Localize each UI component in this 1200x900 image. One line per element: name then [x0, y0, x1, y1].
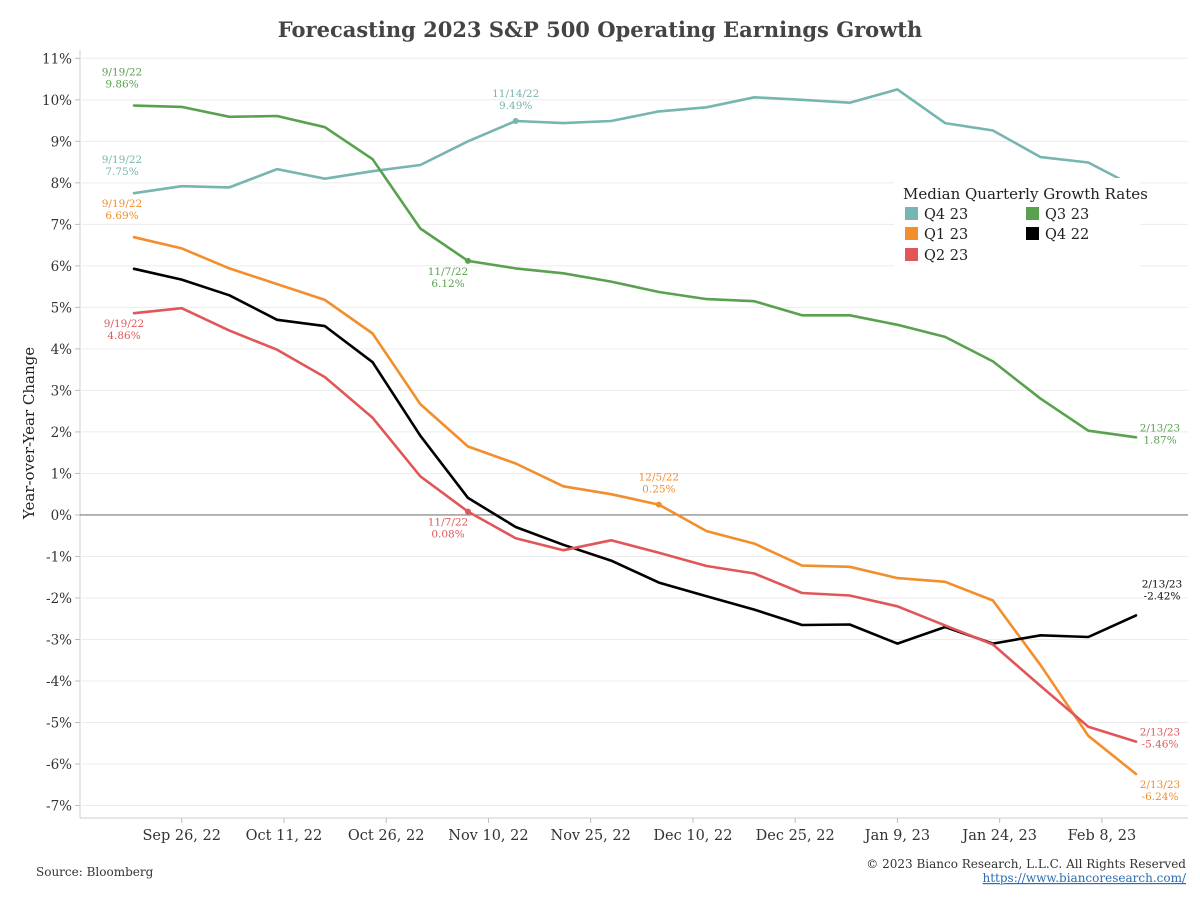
x-tick-label: Dec 10, 22 — [653, 828, 732, 844]
y-tick-label: 6% — [51, 259, 73, 275]
x-tick-label: Oct 11, 22 — [246, 828, 323, 844]
legend-label: Q4 23 — [924, 207, 968, 223]
x-tick-label: Nov 25, 22 — [551, 828, 631, 844]
annotations: 9/19/229.86%9/19/227.75%9/19/226.69%9/19… — [102, 67, 1182, 803]
y-tick-label: 1% — [51, 466, 73, 482]
legend-swatch-q1-23 — [905, 227, 918, 240]
legend-title: Median Quarterly Growth Rates — [903, 185, 1148, 203]
annotation-value: 7.75% — [105, 166, 138, 178]
chart-title: Forecasting 2023 S&P 500 Operating Earni… — [278, 17, 923, 42]
annotation-value: 6.69% — [105, 210, 138, 222]
y-tick-label: -6% — [46, 757, 72, 773]
y-tick-label: -3% — [46, 632, 72, 648]
legend-swatch-q4-23 — [905, 207, 918, 220]
x-tick-label: Oct 26, 22 — [348, 828, 425, 844]
annotation-value: 4.86% — [107, 330, 140, 342]
y-axis-label: Year-over-Year Change — [20, 347, 38, 520]
legend-swatch-q3-23 — [1026, 207, 1039, 220]
annotation-value: 1.87% — [1143, 434, 1176, 446]
annotation-marker — [465, 257, 471, 264]
x-tick-label: Jan 9, 23 — [863, 828, 930, 844]
x-tick-label: Feb 8, 23 — [1068, 828, 1137, 844]
y-tick-label: 2% — [51, 425, 73, 441]
series-line-q4-23 — [132, 88, 1138, 195]
legend-label: Q4 22 — [1045, 227, 1089, 243]
annotation-value: -2.42% — [1144, 590, 1181, 602]
series-line-q4-22 — [132, 267, 1138, 645]
y-tick-label: 5% — [51, 300, 73, 316]
x-tick-label: Dec 25, 22 — [756, 828, 835, 844]
grid — [75, 50, 1188, 823]
annotation-date: 2/13/23 — [1140, 779, 1180, 791]
annotation-date: 9/19/22 — [102, 198, 142, 210]
legend-background — [894, 178, 1140, 270]
annotation-date: 2/13/23 — [1140, 422, 1180, 434]
annotation-value: 0.25% — [642, 484, 675, 496]
y-tick-label: 9% — [51, 134, 73, 150]
annotation-value: 6.12% — [431, 278, 464, 290]
x-tick-label: Jan 24, 23 — [960, 828, 1037, 844]
y-tick-label: 3% — [51, 383, 73, 399]
series-line-q2-23 — [132, 306, 1138, 743]
annotation-date: 12/5/22 — [639, 472, 679, 484]
series-lines — [132, 88, 1138, 776]
annotation-value: -5.46% — [1142, 739, 1179, 751]
annotation-date: 11/7/22 — [428, 266, 468, 278]
annotation-date: 2/13/23 — [1140, 727, 1180, 739]
annotation-date: 9/19/22 — [102, 67, 142, 79]
annotation-date: 11/14/22 — [492, 88, 539, 100]
y-axis: 11% 10% 9% 8% 7% 6% 5% 4% 3% 2% 1% 0% -1% -2% -3% -4% -5… — [42, 51, 72, 814]
legend: Median Quarterly Growth Rates Q4 23 Q3 23 Q… — [894, 178, 1148, 270]
series-line-q3-23 — [132, 104, 1138, 439]
legend-label: Q3 23 — [1045, 207, 1089, 223]
legend-label: Q1 23 — [924, 227, 968, 243]
annotation-date: 9/19/22 — [104, 318, 144, 330]
y-tick-label: 10% — [42, 93, 72, 109]
legend-swatch-q4-22 — [1026, 227, 1039, 240]
annotation-value: 0.08% — [431, 529, 464, 541]
annotation-date: 9/19/22 — [102, 154, 142, 166]
annotation-date: 2/13/23 — [1142, 578, 1182, 590]
legend-label: Q2 23 — [924, 248, 968, 264]
y-tick-label: 4% — [51, 342, 73, 358]
annotation-marker — [512, 117, 519, 124]
annotation-date: 11/7/22 — [428, 517, 468, 529]
copyright-note: © 2023 Bianco Research, L.L.C. All Right… — [866, 857, 1186, 871]
annotation-value: 9.86% — [105, 79, 138, 91]
x-axis: Sep 26, 22 Oct 11, 22 Oct 26, 22 Nov 10, 22… — [142, 828, 1136, 844]
y-tick-label: 11% — [42, 51, 72, 67]
y-tick-label: -5% — [46, 716, 72, 732]
y-tick-label: -2% — [46, 591, 72, 607]
y-tick-label: 7% — [51, 217, 73, 233]
y-tick-label: -1% — [46, 549, 72, 565]
y-tick-label: 8% — [51, 176, 73, 192]
annotation-value: -6.24% — [1142, 791, 1179, 803]
annotation-marker — [655, 501, 662, 508]
legend-swatch-q2-23 — [905, 248, 918, 261]
x-tick-label: Nov 10, 22 — [448, 828, 528, 844]
y-tick-label: -4% — [46, 674, 72, 690]
annotation-value: 9.49% — [499, 100, 532, 112]
series-line-q1-23 — [132, 235, 1138, 776]
x-tick-label: Sep 26, 22 — [142, 828, 221, 844]
y-tick-label: 0% — [51, 508, 73, 524]
source-note: Source: Bloomberg — [36, 865, 154, 879]
annotation-marker — [465, 508, 471, 515]
website-link[interactable]: https://www.biancoresearch.com/ — [982, 871, 1186, 885]
y-tick-label: -7% — [46, 799, 72, 815]
